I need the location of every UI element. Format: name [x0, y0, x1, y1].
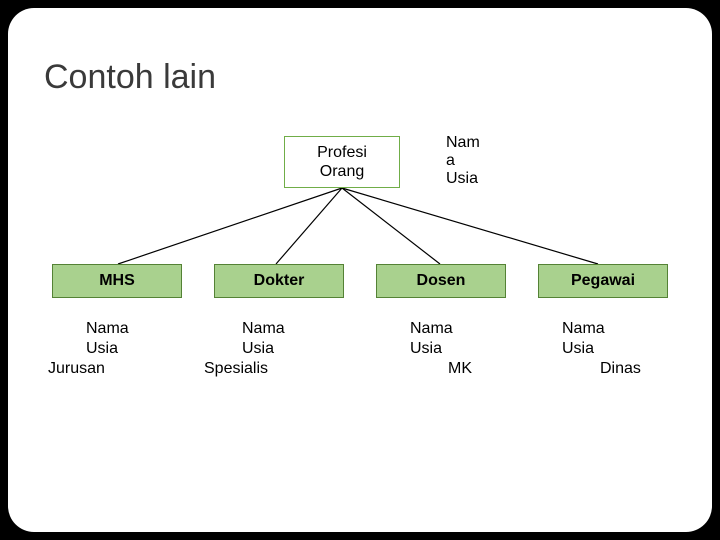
attr-col1-l0: Nama: [242, 320, 285, 338]
parent-node: Profesi Orang: [284, 136, 400, 188]
side-label: Nam a Usia: [446, 134, 480, 188]
parent-line2: Orang: [320, 162, 364, 181]
child-node-0: MHS: [52, 264, 182, 298]
attr-col2-l0: Nama: [410, 320, 453, 338]
side-label-l2: a: [446, 152, 480, 170]
attr-col3-l2: Dinas: [600, 360, 641, 378]
child-node-1: Dokter: [214, 264, 344, 298]
attr-col3-l1: Usia: [562, 340, 594, 358]
attr-col0-l1: Usia: [86, 340, 118, 358]
attr-col3-l0: Nama: [562, 320, 605, 338]
parent-line1: Profesi: [317, 143, 367, 162]
side-label-l1: Nam: [446, 134, 480, 152]
child-node-3: Pegawai: [538, 264, 668, 298]
attr-col1-l1: Usia: [242, 340, 274, 358]
side-label-l3: Usia: [446, 170, 480, 188]
attr-col0-l0: Nama: [86, 320, 129, 338]
attr-col1-l2: Spesialis: [204, 360, 268, 378]
slide-panel: Contoh lain Profesi Orang Nam a Usia MHS…: [8, 8, 712, 532]
attr-col0-l2: Jurusan: [48, 360, 105, 378]
attr-col2-l1: Usia: [410, 340, 442, 358]
attr-col2-l2: MK: [448, 360, 472, 378]
child-node-2: Dosen: [376, 264, 506, 298]
